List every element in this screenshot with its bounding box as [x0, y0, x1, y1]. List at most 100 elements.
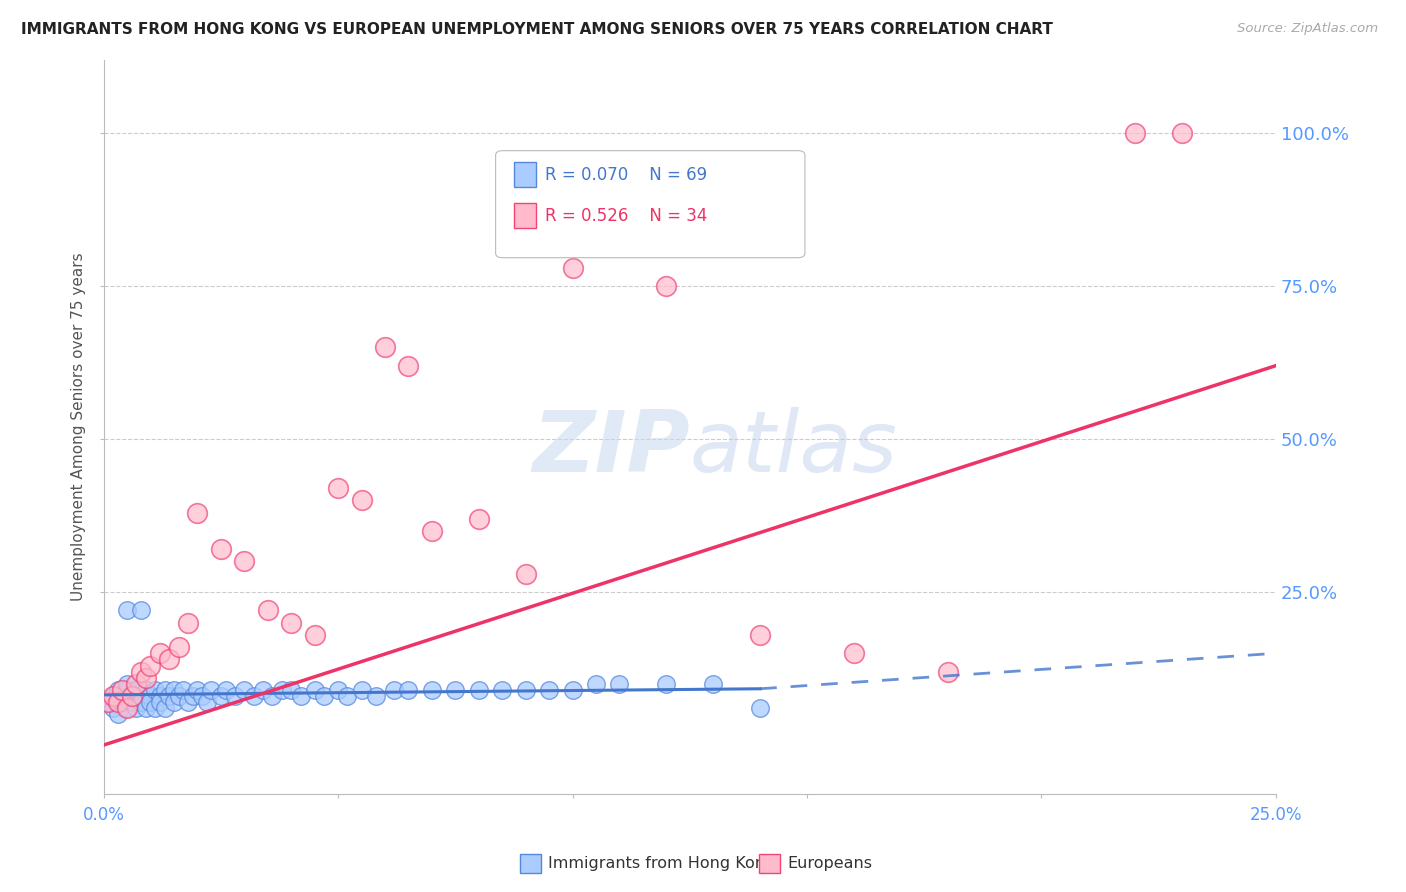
Point: [167, 689, 190, 703]
Point: [167, 640, 190, 655]
Point: [163, 683, 186, 698]
Point: [214, 683, 236, 698]
Point: [655, 677, 678, 691]
Point: [515, 683, 537, 698]
Point: [115, 701, 138, 715]
Point: [326, 481, 349, 495]
Text: 25.0%: 25.0%: [1250, 806, 1302, 824]
Point: [936, 665, 959, 679]
Point: [121, 695, 143, 709]
Point: [153, 683, 176, 698]
Point: [280, 683, 302, 698]
Point: [749, 628, 772, 642]
Point: [382, 683, 405, 698]
Point: [749, 701, 772, 715]
Point: [420, 683, 443, 698]
Point: [242, 689, 264, 703]
Text: 0.0%: 0.0%: [83, 806, 125, 824]
Point: [195, 695, 218, 709]
Point: [129, 695, 152, 709]
Point: [143, 701, 166, 715]
Point: [396, 683, 419, 698]
Point: [609, 677, 631, 691]
Point: [702, 677, 724, 691]
Point: [842, 646, 865, 660]
Point: [304, 683, 326, 698]
Text: IMMIGRANTS FROM HONG KONG VS EUROPEAN UNEMPLOYMENT AMONG SENIORS OVER 75 YEARS C: IMMIGRANTS FROM HONG KONG VS EUROPEAN UN…: [21, 22, 1053, 37]
Point: [107, 707, 129, 722]
Point: [468, 683, 491, 698]
Point: [97, 695, 120, 709]
Point: [468, 511, 491, 525]
Point: [561, 683, 583, 698]
Point: [149, 695, 172, 709]
Point: [233, 554, 256, 568]
Point: [157, 652, 180, 666]
Text: R = 0.526    N = 34: R = 0.526 N = 34: [544, 207, 707, 225]
Point: [135, 701, 157, 715]
Point: [111, 695, 134, 709]
Point: [101, 689, 124, 703]
Text: Immigrants from Hong Kong: Immigrants from Hong Kong: [548, 856, 776, 871]
Point: [125, 683, 148, 698]
Point: [181, 689, 204, 703]
Point: [252, 683, 274, 698]
Point: [129, 665, 152, 679]
Text: R = 0.070    N = 69: R = 0.070 N = 69: [544, 166, 707, 184]
Point: [1123, 126, 1146, 140]
Point: [186, 683, 208, 698]
Point: [177, 615, 200, 630]
Point: [157, 689, 180, 703]
Point: [186, 506, 208, 520]
Point: [256, 603, 278, 617]
Point: [163, 695, 186, 709]
Point: [172, 683, 194, 698]
Point: [290, 689, 312, 703]
Point: [280, 615, 302, 630]
Point: [561, 260, 583, 275]
Point: [149, 646, 172, 660]
Text: Europeans: Europeans: [787, 856, 872, 871]
Point: [396, 359, 419, 373]
Point: [538, 683, 561, 698]
Point: [115, 701, 138, 715]
Point: [326, 683, 349, 698]
Point: [209, 542, 232, 557]
Point: [107, 683, 129, 698]
Point: [121, 689, 143, 703]
Point: [139, 695, 162, 709]
Point: [115, 683, 138, 698]
Point: [200, 683, 222, 698]
Point: [111, 683, 134, 698]
Point: [262, 689, 284, 703]
Point: [153, 701, 176, 715]
Point: [585, 677, 607, 691]
Point: [350, 493, 373, 508]
Point: [129, 689, 152, 703]
Point: [350, 683, 373, 698]
Point: [121, 689, 143, 703]
Point: [336, 689, 359, 703]
Point: [444, 683, 467, 698]
Point: [270, 683, 292, 698]
Point: [111, 689, 134, 703]
Text: atlas: atlas: [690, 408, 898, 491]
Point: [135, 671, 157, 685]
Point: [139, 658, 162, 673]
Point: [125, 677, 148, 691]
Point: [139, 689, 162, 703]
Y-axis label: Unemployment Among Seniors over 75 years: Unemployment Among Seniors over 75 years: [72, 252, 86, 601]
Point: [107, 695, 129, 709]
Point: [1171, 126, 1194, 140]
Point: [515, 566, 537, 581]
Point: [115, 603, 138, 617]
Point: [491, 683, 513, 698]
Point: [177, 695, 200, 709]
Point: [149, 689, 172, 703]
Point: [420, 524, 443, 538]
Point: [304, 628, 326, 642]
Point: [125, 701, 148, 715]
Point: [233, 683, 256, 698]
Point: [101, 701, 124, 715]
Point: [312, 689, 335, 703]
